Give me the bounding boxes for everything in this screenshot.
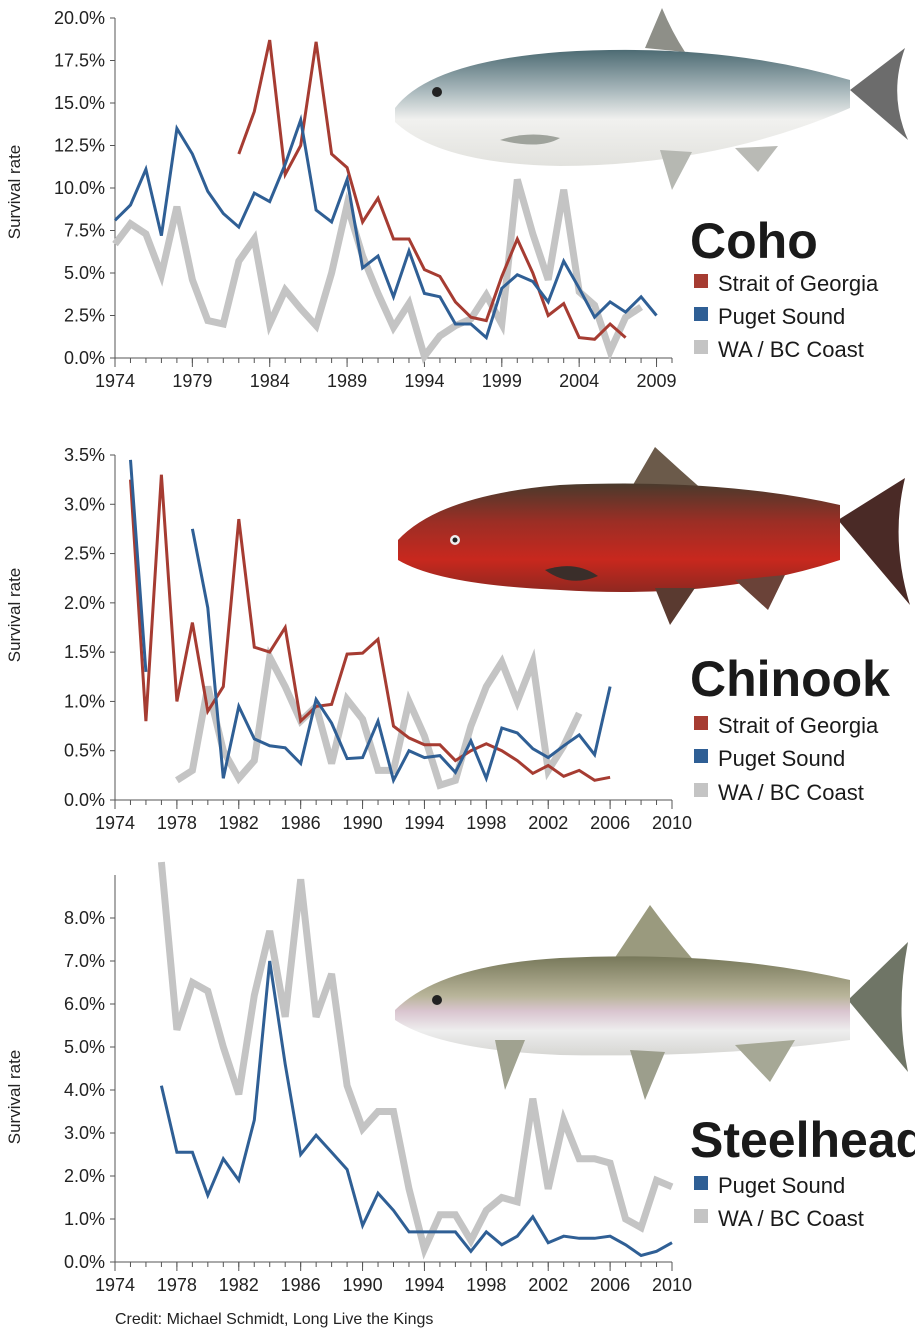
chinook-title: Chinook (690, 651, 890, 707)
chinook-legend-swatch-puget (694, 749, 708, 763)
coho-legend-puget: Puget Sound (718, 304, 845, 329)
steelhead-y-tick-label: 1.0% (64, 1209, 105, 1229)
coho-y-tick-label: 0.0% (64, 348, 105, 368)
chinook-y-tick-label: 2.0% (64, 593, 105, 613)
chinook-legend-strait: Strait of Georgia (718, 713, 879, 738)
chinook-y-tick-label: 2.5% (64, 544, 105, 564)
chinook-legend-swatch-strait (694, 716, 708, 730)
coho-x-tick-label: 1994 (404, 371, 444, 391)
steelhead-series-puget-sound (159, 960, 673, 1258)
chinook-ylabel: Survival rate (5, 568, 24, 662)
chinook-y-tick-label: 0.0% (64, 790, 105, 810)
chinook-legend-swatch-coast (694, 783, 708, 797)
chinook-x-tick-label: 1990 (343, 813, 383, 833)
chinook-series-wa-bc-coast (175, 645, 583, 790)
coho-y-tick-label: 12.5% (54, 136, 105, 156)
steelhead-x-tick-label: 1974 (95, 1275, 135, 1295)
steelhead-chart: 0.0% 1.0% 2.0% 3.0% 4.0% 5.0% 6.0% 7.0% 8.0% 197… (64, 861, 692, 1295)
chinook-x-tick-label: 1974 (95, 813, 135, 833)
steelhead-x-tick-label: 1986 (281, 1275, 321, 1295)
chinook-x-tick-label: 1998 (466, 813, 506, 833)
coho-x-tick-label: 1974 (95, 371, 135, 391)
coho-y-tick-label: 17.5% (54, 51, 105, 71)
coho-y-tick-label: 7.5% (64, 221, 105, 241)
chinook-legend-puget: Puget Sound (718, 746, 845, 771)
chinook-series-strait-of-georgia (129, 474, 611, 782)
coho-panel: 0.0% 2.5% 5.0% 7.5% 10.0% 12.5% 15.0% 17.5% 20.0… (5, 8, 908, 391)
chinook-y-tick-label: 0.5% (64, 741, 105, 761)
coho-x-tick-label: 1989 (327, 371, 367, 391)
coho-y-tick-label: 20.0% (54, 8, 105, 28)
chinook-x-tick-label: 1982 (219, 813, 259, 833)
coho-legend-swatch-coast (694, 340, 708, 354)
coho-fish-illustration (395, 8, 908, 190)
coho-legend: Strait of Georgia Puget Sound WA / BC Co… (694, 271, 879, 362)
steelhead-y-tick-label: 7.0% (64, 951, 105, 971)
coho-legend-swatch-puget (694, 307, 708, 321)
chinook-legend-coast: WA / BC Coast (718, 780, 864, 805)
steelhead-x-tick-label: 2002 (528, 1275, 568, 1295)
coho-x-tick-label: 2004 (559, 371, 599, 391)
chinook-x-tick-label: 1994 (404, 813, 444, 833)
chinook-x-tick-label: 2002 (528, 813, 568, 833)
steelhead-series-wa-bc-coast (157, 861, 674, 1260)
steelhead-y-tick-label: 3.0% (64, 1123, 105, 1143)
credit-text: Credit: Michael Schmidt, Long Live the K… (115, 1311, 433, 1328)
chinook-series-puget-sound (129, 459, 612, 785)
coho-legend-swatch-strait (694, 274, 708, 288)
coho-chart: 0.0% 2.5% 5.0% 7.5% 10.0% 12.5% 15.0% 17.5% 20.0… (54, 8, 677, 391)
steelhead-legend-coast: WA / BC Coast (718, 1206, 864, 1231)
coho-title: Coho (690, 213, 818, 269)
chinook-x-tick-label: 2010 (652, 813, 692, 833)
steelhead-fish-illustration (395, 905, 908, 1100)
coho-x-tick-label: 2009 (637, 371, 677, 391)
coho-x-tick-label: 1984 (250, 371, 290, 391)
coho-series-puget-sound (113, 114, 658, 341)
chinook-y-tick-label: 1.0% (64, 691, 105, 711)
steelhead-y-tick-label: 0.0% (64, 1252, 105, 1272)
steelhead-title: Steelhead (690, 1112, 915, 1168)
coho-ylabel: Survival rate (5, 145, 24, 239)
coho-legend-coast: WA / BC Coast (718, 337, 864, 362)
steelhead-x-tick-label: 1978 (157, 1275, 197, 1295)
coho-y-tick-label: 2.5% (64, 306, 105, 326)
steelhead-y-tick-label: 5.0% (64, 1037, 105, 1057)
chinook-chart: 0.0% 0.5% 1.0% 1.5% 2.0% 2.5% 3.0% 3.5% 1974 197… (64, 445, 692, 833)
steelhead-legend-swatch-coast (694, 1209, 708, 1223)
chinook-y-tick-label: 1.5% (64, 642, 105, 662)
chinook-x-tick-label: 2006 (590, 813, 630, 833)
coho-x-tick-label: 1979 (172, 371, 212, 391)
steelhead-x-tick-label: 1990 (343, 1275, 383, 1295)
coho-y-tick-label: 15.0% (54, 93, 105, 113)
chinook-x-tick-label: 1986 (281, 813, 321, 833)
steelhead-legend-swatch-puget (694, 1176, 708, 1190)
chinook-legend: Strait of Georgia Puget Sound WA / BC Co… (694, 713, 879, 805)
coho-y-tick-label: 5.0% (64, 263, 105, 283)
steelhead-x-tick-label: 1982 (219, 1275, 259, 1295)
steelhead-x-tick-label: 1998 (466, 1275, 506, 1295)
coho-x-tick-label: 1999 (482, 371, 522, 391)
steelhead-y-tick-label: 8.0% (64, 908, 105, 928)
coho-y-tick-label: 10.0% (54, 178, 105, 198)
steelhead-x-tick-label: 1994 (404, 1275, 444, 1295)
steelhead-ylabel: Survival rate (5, 1050, 24, 1144)
chinook-panel: 0.0% 0.5% 1.0% 1.5% 2.0% 2.5% 3.0% 3.5% 1974 197… (5, 445, 910, 833)
steelhead-y-tick-label: 6.0% (64, 994, 105, 1014)
steelhead-legend: Puget Sound WA / BC Coast (694, 1173, 864, 1231)
chinook-y-tick-label: 3.5% (64, 445, 105, 465)
chinook-x-tick-label: 1978 (157, 813, 197, 833)
steelhead-x-tick-label: 2010 (652, 1275, 692, 1295)
steelhead-legend-puget: Puget Sound (718, 1173, 845, 1198)
chinook-y-tick-label: 3.0% (64, 494, 105, 514)
steelhead-y-tick-label: 4.0% (64, 1080, 105, 1100)
steelhead-panel: 0.0% 1.0% 2.0% 3.0% 4.0% 5.0% 6.0% 7.0% 8.0% 197… (5, 861, 915, 1295)
coho-legend-strait: Strait of Georgia (718, 271, 879, 296)
coho-series-wa-bc-coast (112, 178, 644, 364)
steelhead-y-tick-label: 2.0% (64, 1166, 105, 1186)
steelhead-x-tick-label: 2006 (590, 1275, 630, 1295)
chinook-fish-illustration (398, 447, 910, 625)
